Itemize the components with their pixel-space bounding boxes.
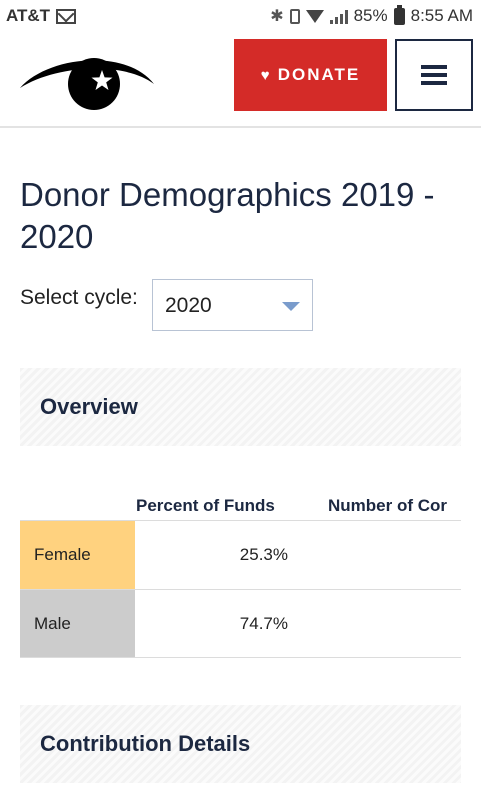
eye-logo-icon[interactable] xyxy=(18,50,158,125)
select-cycle-label: Select cycle: xyxy=(20,286,138,309)
status-left: AT&T xyxy=(6,6,77,26)
mail-icon xyxy=(56,8,77,24)
status-bar: AT&T ✱ 85% 8:55 AM xyxy=(0,0,481,34)
bluetooth-icon: ✱ xyxy=(270,8,284,25)
menu-button[interactable] xyxy=(395,39,473,111)
chevron-down-icon xyxy=(282,302,300,311)
page-title: Donor Demographics 2019 - 2020 xyxy=(20,176,435,255)
overview-heading: Overview xyxy=(40,394,138,419)
hamburger-icon xyxy=(421,65,447,85)
donate-label: DONATE xyxy=(277,65,361,84)
row-label-female: Female xyxy=(20,521,135,589)
column-header-percent: Percent of Funds xyxy=(136,496,275,515)
site-header: ♥ DONATE xyxy=(0,34,481,128)
contribution-section-header: Contribution Details xyxy=(20,705,461,783)
carrier-name: AT&T xyxy=(6,6,51,25)
row-label-male: Male xyxy=(20,590,135,658)
cycle-select-value: 2020 xyxy=(165,294,212,317)
table-row: Female 25.3% xyxy=(20,520,461,589)
overview-section-header: Overview xyxy=(20,368,461,446)
signal-icon xyxy=(329,9,348,24)
battery-percent: 85% xyxy=(353,6,388,25)
heart-icon: ♥ xyxy=(260,66,272,84)
cycle-select[interactable]: 2020 xyxy=(152,279,313,331)
contribution-heading: Contribution Details xyxy=(40,731,251,756)
table-divider xyxy=(20,657,461,658)
row-value-female: 25.3% xyxy=(239,545,288,564)
row-value-male: 74.7% xyxy=(239,614,288,633)
status-right: ✱ 85% 8:55 AM xyxy=(270,4,473,26)
vibrate-icon xyxy=(289,8,300,24)
wifi-icon xyxy=(305,9,324,23)
table-row: Male 74.7% xyxy=(20,589,461,658)
donate-button[interactable]: ♥ DONATE xyxy=(234,39,387,111)
overview-table: Percent of Funds Number of Cor Female 25… xyxy=(20,490,461,660)
clock: 8:55 AM xyxy=(410,6,473,25)
battery-icon xyxy=(393,4,405,25)
column-header-number: Number of Cor xyxy=(328,496,447,515)
